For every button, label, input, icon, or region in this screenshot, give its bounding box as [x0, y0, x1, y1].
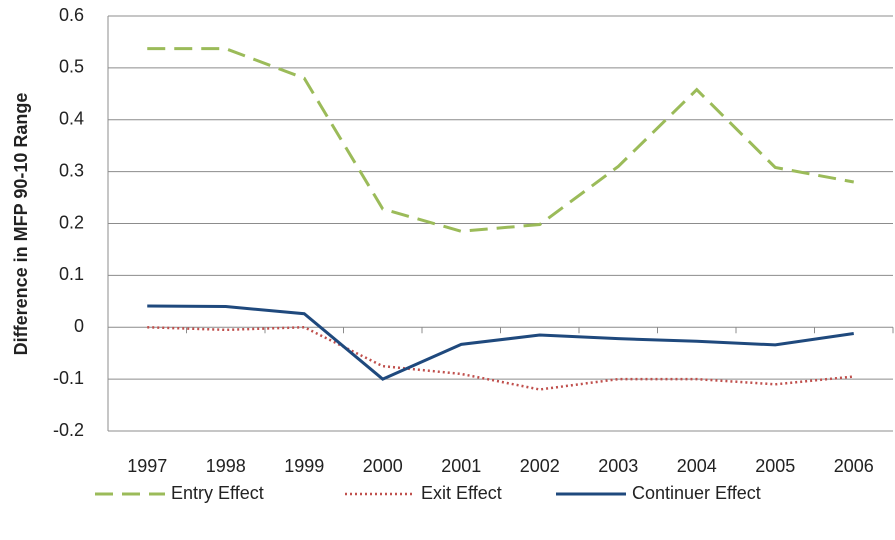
series-line — [147, 304, 854, 381]
legend-label: Entry Effect — [171, 483, 264, 503]
y-tick-label: 0.2 — [59, 212, 84, 232]
y-tick-label: 0.4 — [59, 109, 84, 129]
series-line — [147, 47, 855, 233]
x-tick-label: 2000 — [363, 456, 403, 476]
series-line — [147, 325, 854, 391]
x-tick-label: 2002 — [520, 456, 560, 476]
x-tick-label: 2006 — [834, 456, 874, 476]
y-tick-label: 0.5 — [59, 57, 84, 77]
x-tick-label: 2003 — [598, 456, 638, 476]
x-tick-label: 2004 — [677, 456, 717, 476]
y-tick-label: 0.1 — [59, 264, 84, 284]
x-tick-label: 1997 — [127, 456, 167, 476]
legend-label: Exit Effect — [421, 483, 502, 503]
x-tick-label: 1999 — [284, 456, 324, 476]
y-tick-label: 0 — [74, 316, 84, 336]
y-tick-label: 0.3 — [59, 160, 84, 180]
y-tick-label: -0.1 — [53, 368, 84, 388]
x-tick-label: 1998 — [206, 456, 246, 476]
x-tick-label: 2005 — [755, 456, 795, 476]
y-axis-label: Difference in MFP 90-10 Range — [11, 93, 31, 356]
legend-label: Continuer Effect — [632, 483, 761, 503]
y-tick-label: -0.2 — [53, 420, 84, 440]
x-tick-label: 2001 — [441, 456, 481, 476]
y-tick-label: 0.6 — [59, 5, 84, 25]
